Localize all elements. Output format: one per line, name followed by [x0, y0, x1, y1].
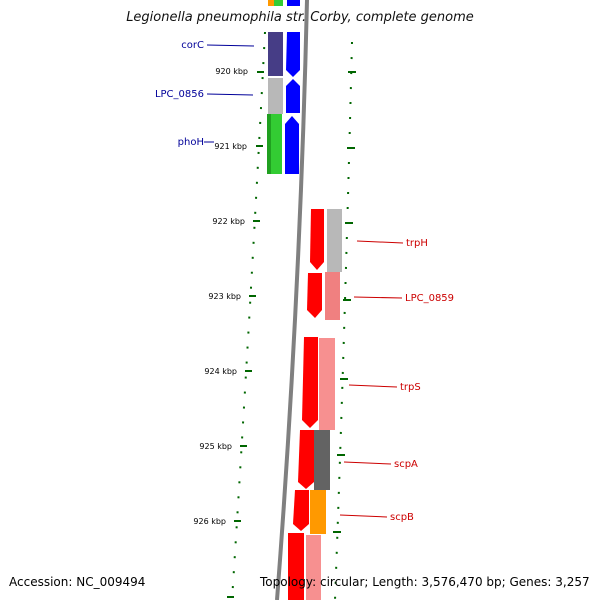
gene-block-cog-orange: [268, 0, 274, 6]
leader-line-trps: [348, 384, 398, 388]
tick-label: 923 kbp: [208, 292, 241, 301]
accession-text: Accession: NC_009494: [9, 575, 146, 589]
outer-dotted-track: [231, 31, 266, 601]
gene-arrow-scpa: [298, 430, 314, 489]
gene-arrow-scpb: [293, 490, 309, 531]
gene-block-lpc0856-cog: [268, 78, 283, 114]
gene-block-cog-green-top: [274, 0, 283, 6]
gene-arrow-lpc0859: [307, 273, 322, 318]
tick-label: 924 kbp: [204, 367, 237, 376]
tick-label: 925 kbp: [199, 442, 232, 451]
gene-arrow-trps: [302, 337, 318, 428]
gene-block-bottom-cog: [306, 535, 321, 600]
gene-label-trph[interactable]: trpH: [406, 238, 428, 249]
gene-arrow-phoh: [285, 116, 299, 174]
gene-block-trph-cog: [327, 209, 342, 272]
topology-text: Topology: circular; Length: 3,576,470 bp…: [260, 575, 590, 589]
map-title: Legionella pneumophila str. Corby, compl…: [126, 10, 474, 25]
tick-label: 921 kbp: [214, 142, 247, 151]
gene-arrow-blue-top: [287, 0, 300, 6]
tick-label: 922 kbp: [212, 217, 245, 226]
gene-label-scpb[interactable]: scpB: [390, 512, 414, 523]
genome-backbone: [275, 0, 309, 601]
gene-label-trps[interactable]: trpS: [400, 382, 421, 393]
gene-arrow-trph: [310, 209, 324, 270]
tick-label: 926 kbp: [193, 517, 226, 526]
gene-block-scpa-cog: [314, 430, 330, 490]
leader-line-lpc0859: [353, 296, 403, 299]
gene-arrow-corc: [286, 32, 300, 77]
gene-label-phoh[interactable]: phoH: [178, 137, 204, 148]
leader-line-trph: [356, 240, 404, 244]
scale-ticks: 920 kbp 921 kbp 922 kbp 923 kbp 924 kbp …: [193, 67, 356, 598]
leader-line-lpc0856: [206, 93, 254, 96]
gene-block-trps-cog: [319, 338, 335, 430]
gene-label-lpc0859[interactable]: LPC_0859: [405, 293, 454, 304]
gene-arrow-bottom: [288, 533, 304, 600]
gene-block-lpc0859-cog: [325, 272, 340, 320]
gene-label-scpa[interactable]: scpA: [394, 459, 418, 470]
gene-block-scpb-cog: [310, 490, 326, 534]
gene-block-corc-cog: [268, 32, 283, 76]
leader-line-scpa: [343, 461, 392, 465]
inner-dotted-track: [334, 41, 353, 601]
leader-line-corc: [206, 44, 255, 47]
gene-label-lpc0856[interactable]: LPC_0856: [155, 89, 204, 100]
tick-label: 920 kbp: [215, 67, 248, 76]
gene-arrow-lpc0856: [286, 79, 300, 113]
gene-label-corc[interactable]: corC: [181, 40, 204, 51]
gene-block-shade: [267, 114, 271, 174]
leader-line-scpb: [339, 514, 388, 518]
